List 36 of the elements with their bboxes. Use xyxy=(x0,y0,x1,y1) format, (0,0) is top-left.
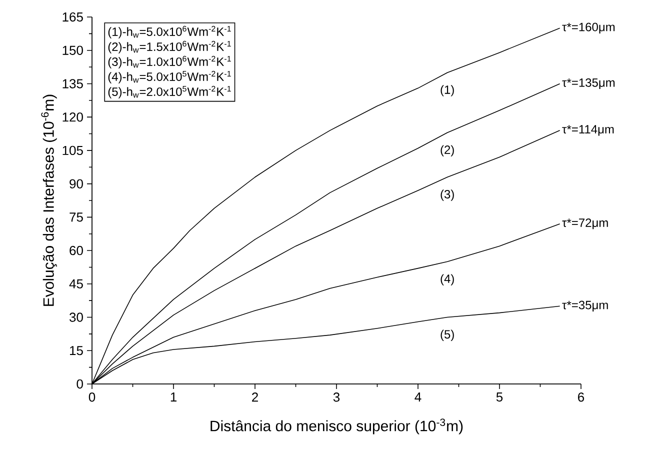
x-tick-label: 6 xyxy=(578,392,584,402)
y-tick-label: 0 xyxy=(76,379,83,389)
annotation: (3)-h$_{w}$=1.0x10$^{6}$Wm$^{-2}$K$^{-1}$ xyxy=(108,56,231,68)
annotation: (4)-h$_{w}$=5.0x10$^{5}$Wm$^{-2}$K$^{-1}$ xyxy=(108,70,231,84)
y-axis-title: Evolução das Interfases (10$^{-6}$m) xyxy=(41,94,57,306)
annotation: (5) xyxy=(440,330,454,341)
annotation: τ*=35μm xyxy=(562,300,608,312)
y-tick-label: 150 xyxy=(62,46,83,55)
annotation: (5)-h$_{w}$=2.0x10$^{5}$Wm$^{-2}$K$^{-1}$ xyxy=(108,86,231,98)
y-tick-label: 90 xyxy=(70,179,83,188)
annotation: (1) xyxy=(440,85,454,96)
annotation: (4) xyxy=(440,274,454,286)
y-tick-label: 75 xyxy=(70,212,83,222)
annotation: (3) xyxy=(440,190,454,201)
y-tick-label: 120 xyxy=(62,112,83,122)
annotation: (2)-h$_{w}$=1.5x10$^{6}$Wm$^{-2}$K$^{-1}$ xyxy=(108,40,231,54)
x-tick-label: 5 xyxy=(496,392,503,402)
annotation: (1)-h$_{w}$=5.0x10$^{6}$Wm$^{-2}$K$^{-1}$ xyxy=(108,26,231,38)
x-tick-label: 1 xyxy=(170,392,176,402)
x-axis-title: Distância do menisco superior (10$^{-3}$m) xyxy=(210,418,463,434)
x-tick-label: 0 xyxy=(88,392,96,402)
y-tick-label: 105 xyxy=(62,146,83,156)
y-tick-label: 135 xyxy=(62,79,83,88)
y-tick-label: 30 xyxy=(70,312,83,322)
annotation: τ*=72μm xyxy=(562,218,608,230)
annotation: (2) xyxy=(440,145,454,156)
y-tick-label: 60 xyxy=(70,246,83,256)
x-tick-label: 2 xyxy=(252,392,258,402)
annotation: τ*=160μm xyxy=(562,22,615,34)
x-tick-label: 3 xyxy=(333,392,340,402)
annotation: τ*=114μm xyxy=(562,125,614,136)
y-tick-label: 45 xyxy=(69,279,83,288)
y-tick-label: 15 xyxy=(70,346,83,356)
annotation: τ*=135μm xyxy=(562,78,615,90)
y-tick-label: 165 xyxy=(62,12,83,22)
x-tick-label: 4 xyxy=(414,392,422,402)
